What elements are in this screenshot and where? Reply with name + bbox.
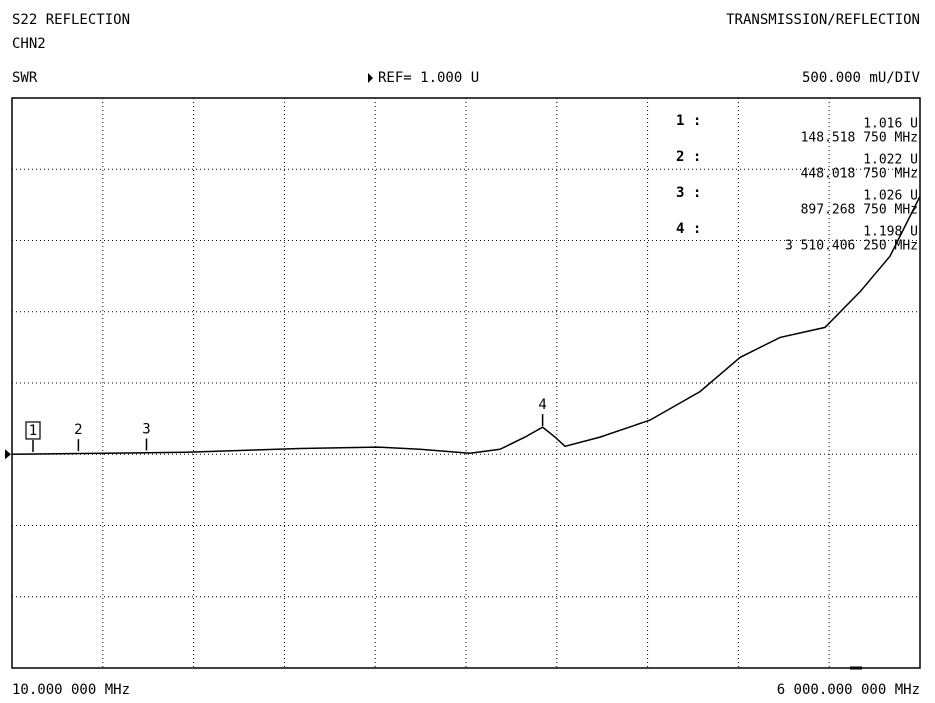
marker-index: 3 : xyxy=(676,185,701,201)
marker-value: 1.016 U xyxy=(863,117,918,132)
marker-value: 1.022 U xyxy=(863,153,918,168)
reference-marker xyxy=(5,449,11,460)
ref-pointer xyxy=(368,73,373,83)
marker-label: 2 xyxy=(74,422,82,438)
marker-value: 1.026 U xyxy=(863,189,918,204)
reference-label: REF= 1.000 U xyxy=(378,70,479,86)
channel-label: CHN2 xyxy=(12,36,46,52)
marker-frequency: 448.018 750 MHz xyxy=(801,167,918,182)
marker-index: 2 : xyxy=(676,149,701,165)
marker-frequency: 148.518 750 MHz xyxy=(801,131,918,146)
format-label: SWR xyxy=(12,70,38,86)
x-tick-label: 6 000.000 000 MHz xyxy=(777,682,920,698)
x-tick-label: 10.000 000 MHz xyxy=(12,682,130,698)
marker-box xyxy=(25,421,41,440)
marker-value: 1.198 U xyxy=(863,225,918,240)
marker-label: 4 xyxy=(538,397,546,413)
chart-title: S22 REFLECTION xyxy=(12,12,130,28)
marker-frequency: 3 510.406 250 MHz xyxy=(785,239,918,254)
marker-label: 3 xyxy=(142,422,150,438)
scale-label: 500.000 mU/DIV xyxy=(802,70,921,86)
marker-frequency: 897.268 750 MHz xyxy=(801,203,918,218)
marker-label: 1 xyxy=(29,423,37,439)
marker-index: 1 : xyxy=(676,113,701,129)
marker-index: 4 : xyxy=(676,221,701,237)
trace xyxy=(11,195,921,456)
mode-label: TRANSMISSION/REFLECTION xyxy=(726,12,920,28)
